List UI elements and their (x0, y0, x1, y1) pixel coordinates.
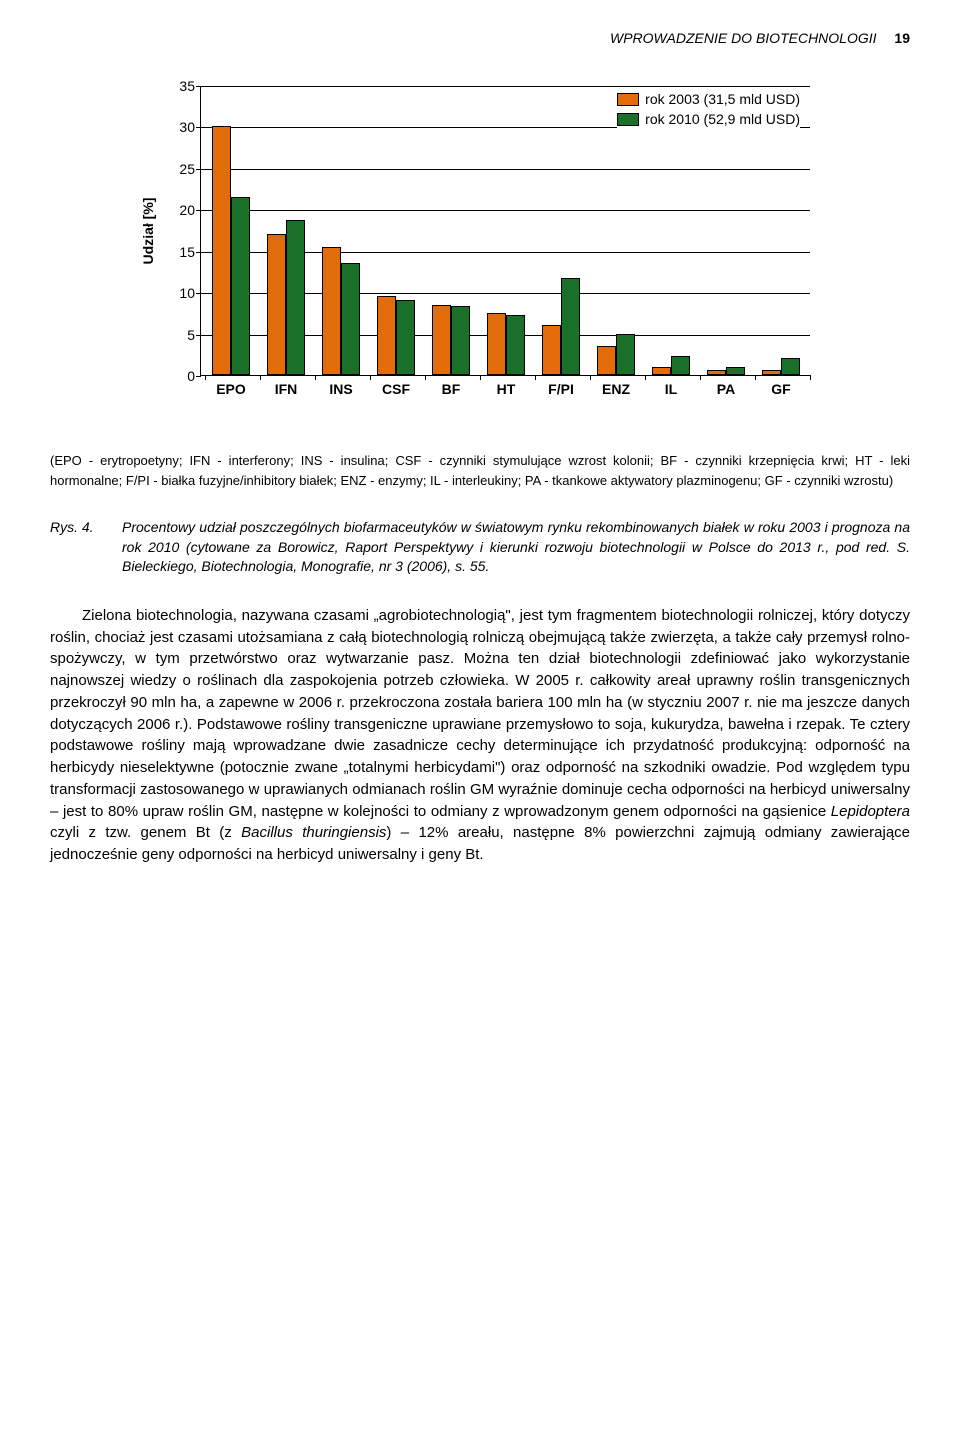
x-tick-label: INS (329, 381, 352, 397)
legend-swatch-icon (617, 113, 639, 126)
page-header: WPROWADZENIE DO BIOTECHNOLOGII 19 (50, 30, 910, 46)
legend-label: rok 2010 (52,9 mld USD) (645, 111, 800, 127)
y-tick-label: 5 (171, 327, 195, 343)
chart-bar (726, 367, 745, 375)
x-tick-label: ENZ (602, 381, 630, 397)
page-number: 19 (894, 30, 910, 46)
figure-caption: Rys. 4. Procentowy udział poszczególnych… (50, 518, 910, 577)
chart-bar (597, 346, 616, 375)
y-tick-label: 25 (171, 161, 195, 177)
x-tick-label: F/PI (548, 381, 574, 397)
chart-bar (762, 370, 781, 375)
y-tick-label: 35 (171, 78, 195, 94)
x-tick-label: BF (442, 381, 461, 397)
chart-bar (212, 126, 231, 375)
y-tick-label: 0 (171, 368, 195, 384)
y-tick-label: 15 (171, 244, 195, 260)
chart-bar (616, 334, 635, 375)
chart-bar (542, 325, 561, 375)
x-tick-label: PA (717, 381, 735, 397)
chart-bar (377, 296, 396, 375)
header-title: WPROWADZENIE DO BIOTECHNOLOGII (610, 30, 877, 46)
legend-item: rok 2010 (52,9 mld USD) (617, 111, 800, 127)
chart-bar (341, 263, 360, 375)
chart-container: Udział [%] 0 5 10 15 20 25 30 35 EPO IFN INS CSF BF H… (130, 71, 830, 431)
gridline (201, 86, 810, 87)
chart-bar (322, 247, 341, 375)
chart-abbrev-note: (EPO - erytropoetyny; IFN - interferony;… (50, 451, 910, 490)
legend-label: rok 2003 (31,5 mld USD) (645, 91, 800, 107)
chart-bar (267, 234, 286, 375)
chart-bar (231, 197, 250, 375)
x-tick-label: GF (771, 381, 790, 397)
gridline (201, 210, 810, 211)
chart-bar (487, 313, 506, 375)
x-tick-label: IFN (275, 381, 298, 397)
figure-label: Rys. 4. (50, 518, 122, 577)
legend-swatch-icon (617, 93, 639, 106)
x-tick-label: CSF (382, 381, 410, 397)
y-axis-label: Udział [%] (140, 198, 156, 265)
figure-text: Procentowy udział poszczególnych biofarm… (122, 518, 910, 577)
body-paragraph: Zielona biotechnologia, nazywana czasami… (50, 605, 910, 866)
chart-legend: rok 2003 (31,5 mld USD) rok 2010 (52,9 m… (617, 91, 800, 131)
chart-bar (432, 305, 451, 375)
y-tick-label: 30 (171, 119, 195, 135)
chart-bar (652, 367, 671, 375)
chart-bar (671, 356, 690, 375)
x-tick-label: HT (497, 381, 516, 397)
y-tick-label: 20 (171, 202, 195, 218)
x-tick-label: EPO (216, 381, 246, 397)
chart-bar (396, 300, 415, 375)
chart-bar (561, 278, 580, 375)
chart-bar (707, 370, 726, 375)
chart-bar (286, 220, 305, 375)
gridline (201, 169, 810, 170)
chart-bar (506, 315, 525, 375)
x-tick-label: IL (665, 381, 677, 397)
y-tick-label: 10 (171, 285, 195, 301)
chart-bar (451, 306, 470, 375)
legend-item: rok 2003 (31,5 mld USD) (617, 91, 800, 107)
chart-bar (781, 358, 800, 375)
